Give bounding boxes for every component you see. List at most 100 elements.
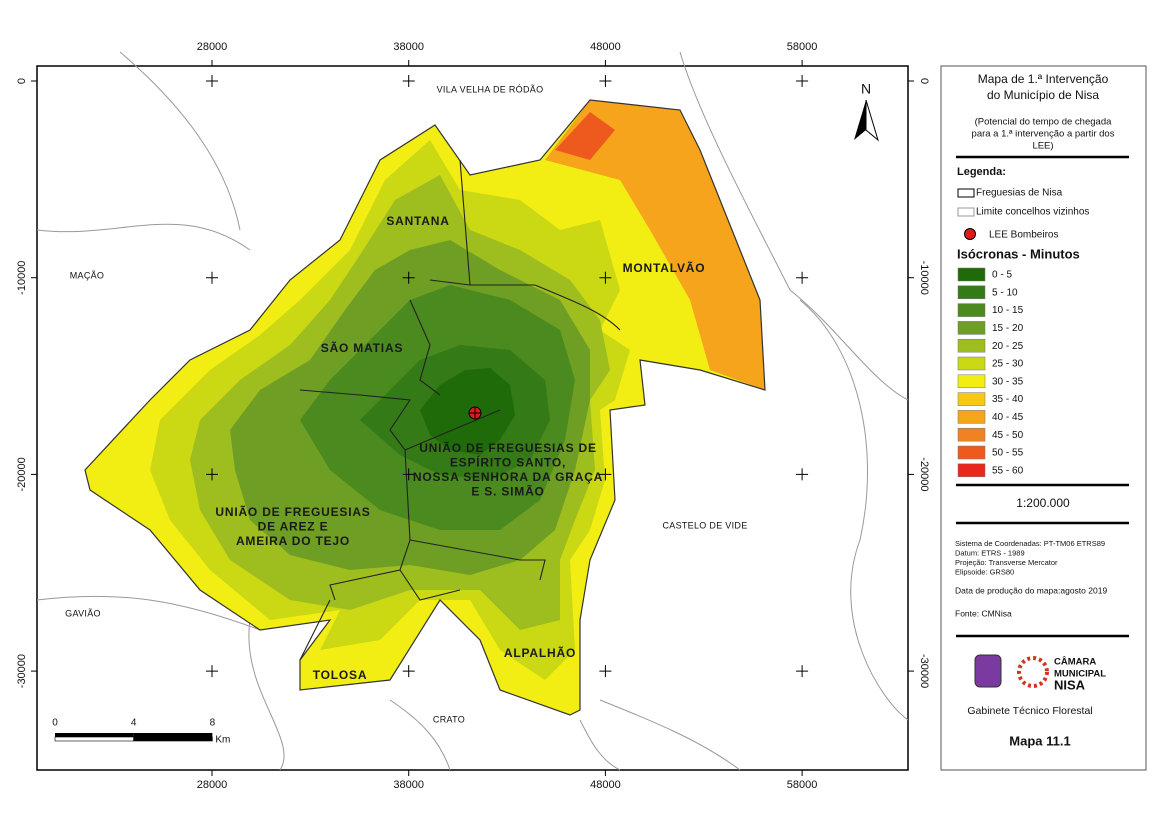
grid-cross bbox=[599, 665, 612, 678]
parish-label: AMEIRA DO TEJO bbox=[236, 534, 350, 548]
y-tick-label: -20000 bbox=[16, 457, 28, 491]
panel-subtitle: LEE) bbox=[1032, 141, 1053, 152]
x-tick-label: 48000 bbox=[590, 779, 621, 791]
grid-cross bbox=[206, 271, 218, 284]
legend-item: LEE Bombeiros bbox=[989, 230, 1058, 241]
metadata-line: Sistema de Coordenadas: PT-TM06 ETRS89 bbox=[955, 539, 1105, 548]
north-label: N bbox=[861, 81, 871, 97]
terrain bbox=[36, 51, 909, 771]
legend-swatch bbox=[957, 207, 975, 217]
class-swatch bbox=[957, 410, 986, 424]
y-tick-label: 0 bbox=[918, 78, 930, 84]
grid-cross bbox=[796, 75, 809, 87]
parish-label: DE AREZ E bbox=[258, 520, 329, 534]
x-tick-label: 28000 bbox=[197, 779, 228, 791]
class-swatch bbox=[957, 356, 986, 371]
class-swatch bbox=[957, 445, 986, 460]
class-label: 30 - 35 bbox=[992, 376, 1024, 387]
class-swatch bbox=[957, 303, 986, 317]
x-tick-label: 58000 bbox=[787, 41, 818, 53]
class-swatch bbox=[957, 392, 986, 406]
parish-label: E S. SIMÃO bbox=[471, 484, 544, 499]
grid-cross bbox=[402, 271, 415, 284]
coat-of-arms bbox=[974, 654, 1002, 688]
y-tick-label: -30000 bbox=[918, 654, 930, 688]
grid-cross bbox=[599, 468, 612, 481]
class-label: 15 - 20 bbox=[992, 323, 1024, 334]
parish-label: UNIÃO DE FREGUESIAS bbox=[215, 504, 370, 519]
map-scale: 1:200.000 bbox=[1016, 496, 1070, 510]
fire-station bbox=[468, 406, 482, 420]
scale-segment bbox=[55, 733, 134, 737]
y-tick-label: -20000 bbox=[918, 457, 930, 491]
scale-segment bbox=[133, 733, 213, 737]
class-swatch bbox=[957, 374, 986, 389]
class-label: 35 - 40 bbox=[992, 394, 1024, 405]
place-label: GAVIÃO bbox=[65, 608, 101, 618]
legend-symbol bbox=[964, 228, 976, 240]
panel-subtitle: para a 1.ª intervenção a partir dos bbox=[972, 129, 1115, 140]
y-tick-label: 0 bbox=[16, 78, 28, 84]
grid: 2800028000380003800048000480005800058000… bbox=[16, 41, 930, 791]
metadata-line: Projeção: Transverse Mercator bbox=[955, 558, 1058, 567]
map-labels: VILA VELHA DE RÓDÃO MAÇÃO CASTELO DE VIDE G… bbox=[65, 84, 747, 724]
x-tick-label: 38000 bbox=[393, 41, 424, 53]
source: Fonte: CMNisa bbox=[955, 608, 1012, 618]
class-label: 50 - 55 bbox=[992, 448, 1024, 459]
isochrones-title: Isócronas - Minutos bbox=[957, 246, 1080, 261]
place-label: MAÇÃO bbox=[70, 270, 105, 280]
class-label: 20 - 25 bbox=[992, 341, 1024, 352]
department: Gabinete Técnico Florestal bbox=[967, 705, 1092, 717]
grid-cross bbox=[402, 665, 415, 678]
scale-tick-label: 8 bbox=[210, 718, 216, 729]
x-tick-label: 28000 bbox=[197, 41, 228, 53]
class-swatch bbox=[957, 427, 986, 442]
scale-tick-label: 4 bbox=[131, 718, 137, 729]
grid-cross bbox=[402, 468, 415, 481]
panel-title: Mapa de 1.ª Intervenção bbox=[978, 72, 1109, 86]
isochrone-zone bbox=[545, 100, 765, 390]
grid-cross bbox=[206, 75, 218, 87]
y-tick-label: -10000 bbox=[918, 261, 930, 295]
logo-text: MUNICIPAL bbox=[1054, 669, 1106, 680]
class-label: 5 - 10 bbox=[992, 287, 1018, 298]
class-swatch bbox=[957, 338, 986, 353]
parish-label: MONTALVÃO bbox=[623, 260, 706, 275]
parish-label: ESPÍRITO SANTO, bbox=[450, 455, 566, 470]
place-label: VILA VELHA DE RÓDÃO bbox=[437, 84, 544, 94]
north-arrow bbox=[854, 99, 879, 142]
legend-item: Limite concelhos vizinhos bbox=[976, 207, 1089, 218]
grid-cross bbox=[599, 271, 612, 284]
y-tick-label: -30000 bbox=[16, 654, 28, 688]
parish-label: TOLOSA bbox=[313, 668, 368, 682]
scale-unit: Km bbox=[215, 735, 230, 746]
parish-label: ALPALHÃO bbox=[504, 645, 576, 660]
legend-heading: Legenda: bbox=[957, 166, 1006, 178]
class-swatch bbox=[957, 267, 986, 282]
panel-subtitle: (Potencial do tempo de chegada bbox=[975, 117, 1113, 128]
grid-cross bbox=[796, 271, 809, 284]
x-tick-label: 38000 bbox=[393, 779, 424, 791]
metadata-line: Elipsoide: GRS80 bbox=[955, 567, 1014, 576]
parish-label: NOSSA SENHORA DA GRAÇA bbox=[413, 470, 603, 484]
scale-bar: 0 4 8 Km bbox=[52, 718, 230, 746]
panel-title: do Município de Nisa bbox=[987, 88, 1099, 102]
production-date: Data de produção do mapa:agosto 2019 bbox=[955, 585, 1107, 595]
class-label: 40 - 45 bbox=[992, 412, 1024, 423]
logo-text: NISA bbox=[1054, 677, 1086, 692]
class-swatch bbox=[957, 463, 986, 478]
grid-cross bbox=[206, 665, 218, 678]
isochrone-zone bbox=[555, 112, 615, 160]
class-label: 10 - 15 bbox=[992, 305, 1024, 316]
y-tick-label: -10000 bbox=[16, 261, 28, 295]
grid-cross bbox=[206, 468, 218, 481]
parish-label: SANTANA bbox=[386, 214, 449, 228]
grid-cross bbox=[796, 468, 809, 481]
class-label: 0 - 5 bbox=[992, 270, 1012, 281]
legend-item: Freguesias de Nisa bbox=[976, 188, 1063, 199]
scale-segment bbox=[54, 736, 134, 742]
place-label: CRATO bbox=[433, 714, 465, 724]
x-tick-label: 58000 bbox=[787, 779, 818, 791]
parish-boundaries bbox=[299, 159, 621, 661]
